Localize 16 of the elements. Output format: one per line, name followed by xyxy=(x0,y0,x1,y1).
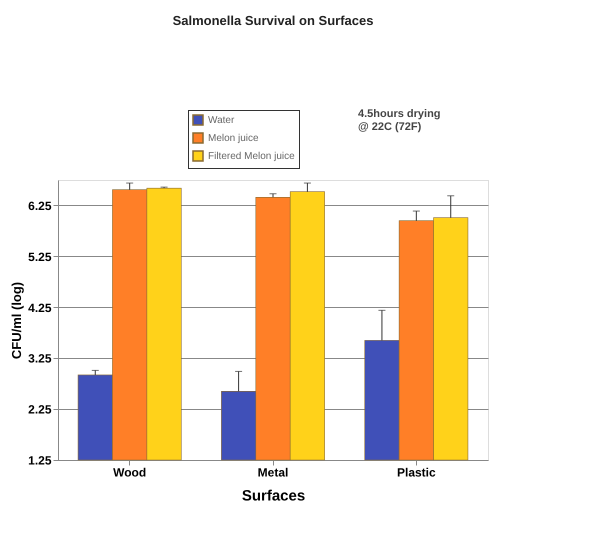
x-tick-label: Plastic xyxy=(396,466,436,480)
x-tick-label: Metal xyxy=(258,466,288,480)
x-axis-title: Surfaces xyxy=(242,488,306,504)
y-tick-label: 6.25 xyxy=(28,198,52,213)
y-tick-label: 1.25 xyxy=(28,454,52,468)
y-tick-label: 5.25 xyxy=(28,250,52,264)
chart-title: Salmonella Survival on Surfaces xyxy=(172,13,374,28)
y-tick-label: 3.25 xyxy=(28,352,52,366)
y-tick-label: 4.25 xyxy=(28,300,52,315)
y-tick-label: 2.25 xyxy=(28,402,52,417)
y-axis-title: CFU/ml (log) xyxy=(9,282,24,360)
legend-label: Filtered Melon juice xyxy=(208,151,296,162)
legend-label: Water xyxy=(208,115,235,126)
text: 4.5hours drying @ 22C (72F) xyxy=(358,108,441,133)
legend-label: Melon juice xyxy=(208,133,260,144)
x-tick-label: Wood xyxy=(113,466,146,480)
